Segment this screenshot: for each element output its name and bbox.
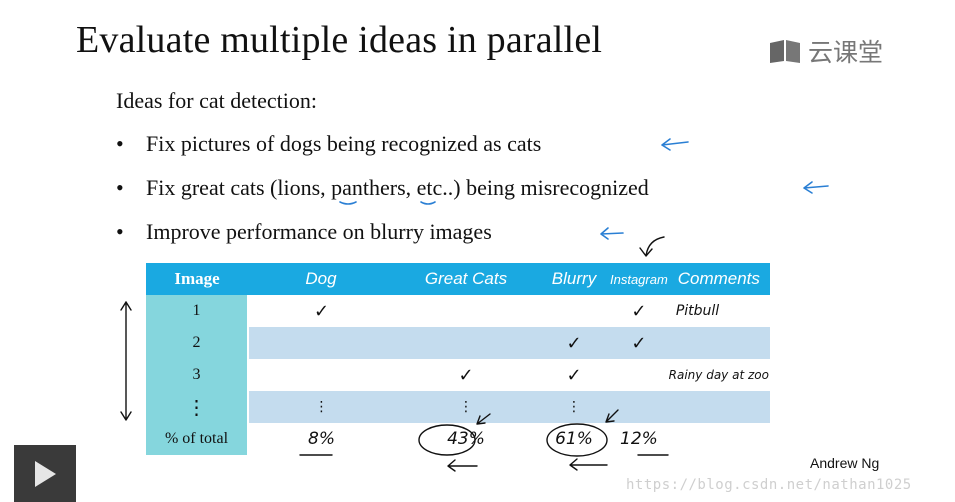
instagram-check: ✓ bbox=[610, 327, 668, 359]
arrow-annotation-icon bbox=[476, 413, 491, 425]
logo-text: 云课堂 bbox=[808, 38, 884, 67]
arrow-annotation-icon bbox=[803, 181, 829, 194]
watermark: https://blog.csdn.net/nathan1025 bbox=[626, 477, 912, 493]
row-index: 2 bbox=[146, 327, 249, 359]
table-header-row: Image Dog Great Cats Blurry Instagram Co… bbox=[146, 263, 770, 295]
row-index: 3 bbox=[146, 359, 249, 391]
slide-title: Evaluate multiple ideas in parallel bbox=[76, 19, 603, 61]
col-header-image: Image bbox=[146, 263, 248, 295]
great-cats-check bbox=[394, 327, 538, 359]
bullet-dot: • bbox=[116, 131, 124, 156]
table-total-row: % of total 8% 43% 61% 12% bbox=[146, 423, 770, 455]
total-label: % of total bbox=[146, 423, 249, 455]
dog-total: 8% bbox=[248, 423, 394, 455]
instagram-check: ✓ bbox=[631, 300, 647, 322]
arrow-annotation-icon bbox=[447, 459, 478, 472]
logo: 云课堂 bbox=[768, 36, 884, 67]
instagram-check bbox=[610, 391, 668, 423]
blurry-check: ⋮ bbox=[538, 391, 610, 423]
great-cats-check: ✓ bbox=[458, 364, 474, 386]
blurry-check: ✓ bbox=[538, 327, 610, 359]
table-row: 3 ✓ ✓ Rainy day at zoo bbox=[146, 359, 770, 391]
col-header-blurry: Blurry bbox=[538, 263, 610, 295]
arrow-annotation-icon bbox=[639, 236, 665, 257]
comment-cell: Rainy day at zoo bbox=[668, 367, 769, 382]
arrow-annotation-icon bbox=[605, 409, 619, 423]
great-cats-check: ⋮ bbox=[394, 391, 538, 423]
bullet-text: Improve performance on blurry images bbox=[146, 219, 492, 244]
book-logo-icon bbox=[770, 40, 800, 63]
col-header-comments: Comments bbox=[667, 263, 770, 295]
bullet-dot: • bbox=[116, 219, 124, 244]
table-row: ⋮ ⋮ ⋮ ⋮ bbox=[146, 391, 770, 423]
underline-annotation-icon bbox=[420, 201, 436, 205]
arrow-annotation-icon bbox=[661, 138, 689, 151]
circle-annotation-icon bbox=[418, 424, 476, 456]
bullet-item: • Fix great cats (lions, panthers, etc..… bbox=[116, 175, 649, 201]
row-index: ⋮ bbox=[146, 391, 249, 423]
comment-cell bbox=[667, 391, 770, 423]
play-button[interactable] bbox=[14, 445, 76, 502]
dog-check bbox=[248, 327, 394, 359]
col-header-dog: Dog bbox=[248, 263, 394, 295]
intro-text: Ideas for cat detection: bbox=[116, 88, 317, 113]
table-row: 2 ✓ ✓ bbox=[146, 327, 770, 359]
table-row: 1 ✓ ✓ Pitbull bbox=[146, 295, 770, 327]
blurry-check: ✓ bbox=[566, 364, 582, 386]
comment-cell bbox=[667, 327, 770, 359]
col-header-great-cats: Great Cats bbox=[394, 263, 538, 295]
error-analysis-table: Image Dog Great Cats Blurry Instagram Co… bbox=[146, 263, 770, 455]
bullet-item: • Improve performance on blurry images bbox=[116, 219, 492, 245]
underline-annotation-icon bbox=[339, 201, 357, 205]
author-name: Andrew Ng bbox=[810, 455, 880, 471]
comment-cell: Pitbull bbox=[675, 303, 720, 319]
col-header-instagram: Instagram bbox=[610, 263, 668, 295]
bullet-text: Fix pictures of dogs being recognized as… bbox=[146, 131, 542, 156]
comments-total bbox=[667, 423, 770, 455]
bullet-text: Fix great cats (lions, panthers, etc..) … bbox=[146, 175, 649, 200]
arrow-annotation-icon bbox=[569, 458, 608, 471]
play-icon bbox=[35, 460, 56, 487]
circle-annotation-icon bbox=[546, 423, 608, 457]
dog-check: ⋮ bbox=[248, 391, 394, 423]
dog-check: ✓ bbox=[313, 300, 330, 322]
bullet-dot: • bbox=[116, 175, 124, 200]
double-arrow-icon bbox=[120, 301, 132, 421]
arrow-annotation-icon bbox=[600, 227, 624, 240]
instagram-total: 12% bbox=[610, 423, 668, 455]
row-index: 1 bbox=[146, 295, 249, 327]
bullet-item: • Fix pictures of dogs being recognized … bbox=[116, 131, 541, 157]
